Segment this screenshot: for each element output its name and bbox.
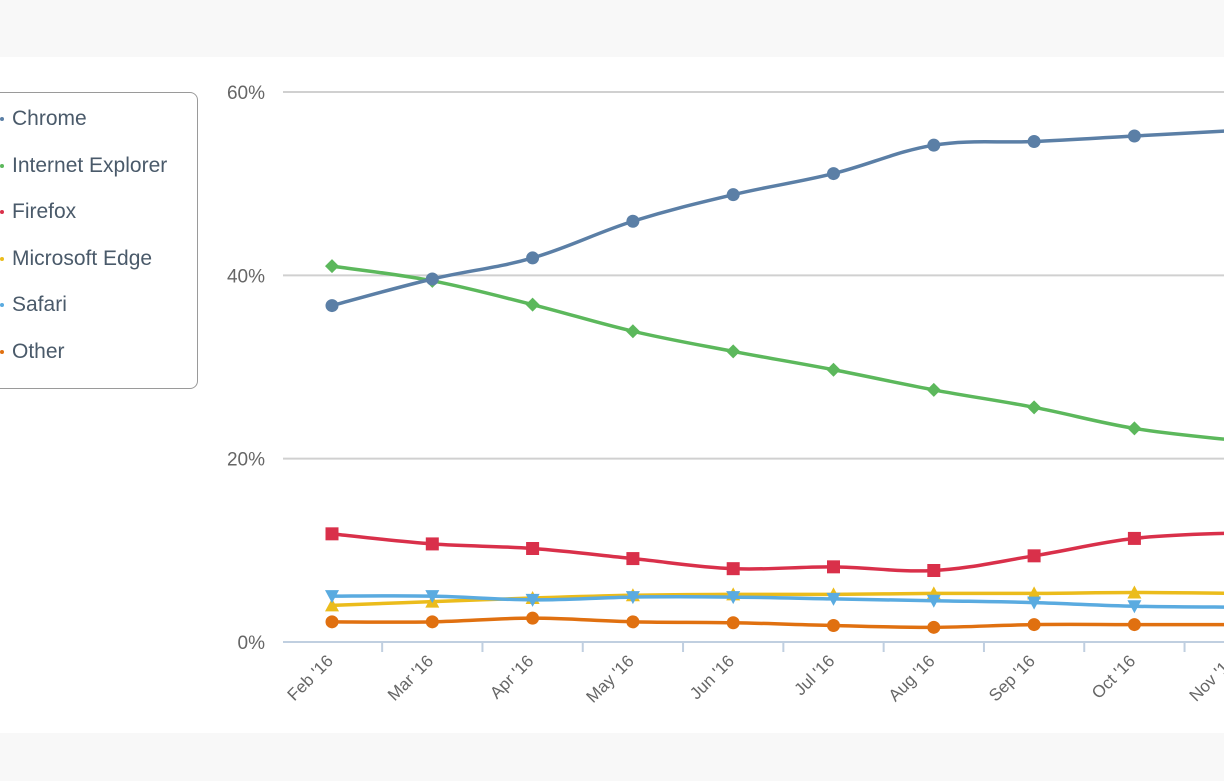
point-safari[interactable] — [325, 590, 339, 604]
legend-label: Chrome — [12, 107, 87, 130]
point-firefox[interactable] — [1027, 549, 1041, 563]
point-microsoft-edge[interactable] — [1127, 585, 1142, 599]
point-firefox[interactable] — [526, 542, 540, 555]
point-chrome[interactable] — [726, 188, 740, 202]
series-chrome — [325, 129, 1224, 313]
point-safari[interactable] — [525, 593, 540, 607]
point-internet-explorer[interactable] — [1127, 421, 1142, 436]
legend-swatch-icon — [0, 117, 4, 121]
point-chrome[interactable] — [526, 251, 540, 265]
point-firefox[interactable] — [325, 527, 339, 541]
point-other[interactable] — [425, 615, 439, 629]
x-tick-label: Apr '16 — [486, 651, 537, 702]
point-safari[interactable] — [425, 590, 440, 604]
legend-label: Other — [12, 340, 65, 363]
point-safari[interactable] — [1027, 596, 1042, 610]
legend-label: Safari — [12, 293, 67, 316]
legend-label: Internet Explorer — [12, 154, 168, 177]
chart-area: 0% 20% 40% 60% Feb '16 Mar '16 Apr '16 May '16 J… — [227, 83, 1224, 707]
legend-swatch-icon — [0, 210, 4, 214]
y-tick-label: 20% — [227, 450, 265, 471]
point-other[interactable] — [726, 616, 740, 630]
line-other — [330, 616, 1224, 630]
line-internet-explorer — [330, 264, 1224, 441]
point-internet-explorer[interactable] — [826, 362, 841, 377]
point-safari[interactable] — [826, 592, 841, 606]
point-firefox[interactable] — [726, 562, 740, 576]
y-tick-label: 40% — [227, 266, 265, 287]
line-firefox — [330, 531, 1224, 573]
legend-item-internet-explorer[interactable]: Internet Explorer — [0, 152, 167, 180]
point-safari[interactable] — [926, 594, 941, 608]
point-firefox[interactable] — [827, 560, 840, 574]
line-chrome — [330, 129, 1224, 308]
legend-item-other[interactable]: Other — [0, 338, 65, 366]
x-tick-label: Jul '16 — [791, 651, 839, 699]
chart-panel: 0% 20% 40% 60% Feb '16 Mar '16 Apr '16 May '16 J… — [0, 57, 1224, 733]
line-safari — [330, 594, 1224, 609]
point-other[interactable] — [927, 620, 941, 634]
point-safari[interactable] — [1127, 600, 1142, 614]
point-internet-explorer[interactable] — [726, 344, 741, 359]
point-internet-explorer[interactable] — [525, 297, 540, 312]
point-internet-explorer[interactable] — [1027, 400, 1042, 415]
legend-label: Microsoft Edge — [12, 247, 153, 270]
point-chrome[interactable] — [927, 138, 941, 152]
series-internet-explorer — [325, 259, 1224, 441]
y-tick-label: 60% — [227, 83, 265, 104]
x-tick-label: Mar '16 — [384, 651, 437, 704]
point-microsoft-edge[interactable] — [325, 598, 339, 612]
point-internet-explorer[interactable] — [625, 324, 640, 339]
legend-swatch-icon — [0, 257, 4, 261]
point-other[interactable] — [325, 615, 339, 629]
point-chrome[interactable] — [1127, 129, 1141, 143]
x-tick-label: Jun '16 — [686, 651, 738, 703]
x-tick-label: Aug '16 — [885, 651, 939, 705]
legend-item-firefox[interactable]: Firefox — [0, 198, 76, 226]
legend-item-chrome[interactable]: Chrome — [0, 105, 87, 133]
grid-lines — [283, 91, 1224, 460]
x-tick-label: May '16 — [583, 651, 638, 706]
point-other[interactable] — [1027, 618, 1041, 632]
legend-item-microsoft-edge[interactable]: Microsoft Edge — [0, 245, 152, 273]
point-chrome[interactable] — [425, 272, 439, 286]
point-safari[interactable] — [625, 591, 640, 605]
axes: 0% 20% 40% 60% Feb '16 Mar '16 Apr '16 May '16 J… — [227, 83, 1224, 707]
series-other — [325, 611, 1224, 634]
point-chrome[interactable] — [1027, 135, 1041, 148]
series-safari — [325, 590, 1224, 614]
point-chrome[interactable] — [626, 214, 640, 228]
point-other[interactable] — [1127, 618, 1141, 632]
point-internet-explorer[interactable] — [926, 382, 941, 397]
point-firefox[interactable] — [1127, 531, 1141, 545]
x-tick-label: Oct '16 — [1088, 651, 1139, 702]
point-safari[interactable] — [726, 591, 741, 605]
point-other[interactable] — [827, 619, 840, 632]
point-chrome[interactable] — [827, 167, 840, 181]
point-firefox[interactable] — [425, 537, 439, 551]
legend-swatch-icon — [0, 303, 4, 307]
point-other[interactable] — [526, 611, 540, 625]
point-other[interactable] — [626, 615, 640, 629]
series-layer — [325, 129, 1224, 634]
point-firefox[interactable] — [626, 552, 640, 566]
legend-swatch-icon — [0, 164, 4, 168]
point-firefox[interactable] — [927, 564, 941, 577]
legend: Chrome Internet Explorer Firefox Microsoft … — [0, 92, 198, 389]
y-tick-label: 0% — [238, 633, 266, 654]
legend-swatch-icon — [0, 350, 4, 354]
legend-label: Firefox — [12, 200, 77, 223]
point-microsoft-edge[interactable] — [1027, 586, 1042, 600]
x-tick-label: Sep '16 — [985, 651, 1039, 705]
point-internet-explorer[interactable] — [325, 259, 339, 274]
x-tick-label: Feb '16 — [284, 651, 337, 704]
series-firefox — [325, 527, 1224, 577]
x-tick-label: Nov '16 — [1186, 651, 1224, 705]
legend-item-safari[interactable]: Safari — [0, 291, 67, 319]
point-chrome[interactable] — [325, 299, 339, 313]
